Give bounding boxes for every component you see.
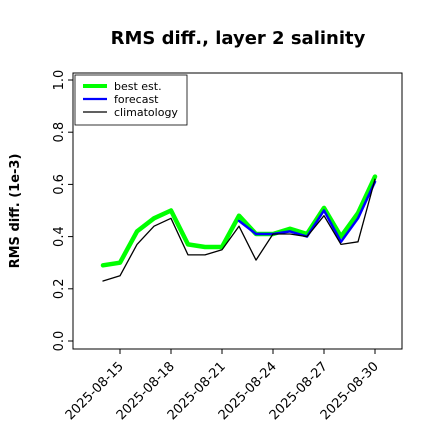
y-tick-label: 0.2 — [52, 278, 67, 299]
y-tick-label: 0.0 — [52, 331, 67, 352]
series-line-climatology — [102, 178, 376, 282]
plot-frame — [72, 72, 403, 350]
legend-label-best-est: best est. — [114, 80, 162, 93]
y-axis-label: RMS diff. (1e-3) — [8, 154, 23, 269]
legend-label-climatology: climatology — [114, 106, 178, 119]
chart-title: RMS diff., layer 2 salinity — [111, 28, 366, 49]
y-tick-label: 0.4 — [52, 226, 67, 247]
legend-label-forecast: forecast — [114, 93, 159, 106]
series-line-best-est — [100, 174, 378, 268]
y-tick-label: 1.0 — [52, 70, 67, 91]
y-tick-label: 0.6 — [52, 174, 67, 195]
y-tick-label: 0.8 — [52, 122, 67, 143]
